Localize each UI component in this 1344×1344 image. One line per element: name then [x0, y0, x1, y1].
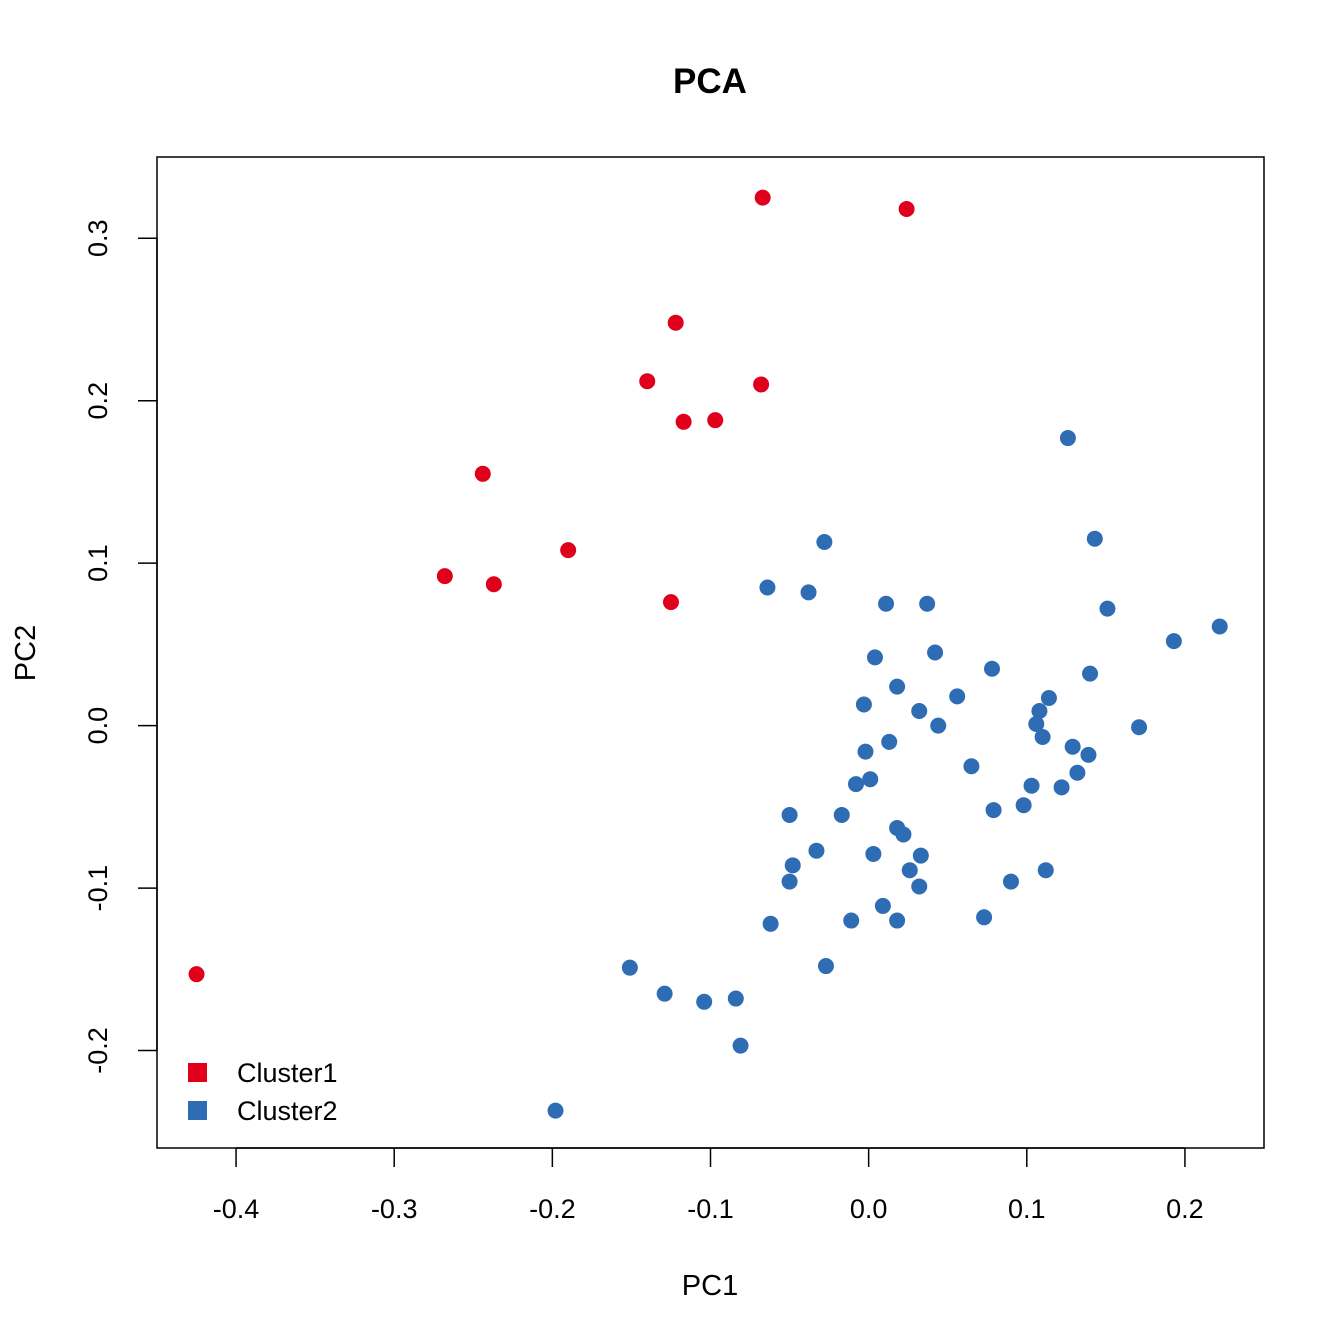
point-cluster2	[919, 595, 936, 612]
x-tick-label: -0.3	[371, 1194, 418, 1224]
point-cluster2	[1080, 746, 1097, 763]
point-cluster2	[881, 733, 898, 750]
point-cluster2	[1023, 777, 1040, 794]
point-cluster2	[1028, 715, 1045, 732]
point-cluster1	[662, 594, 679, 611]
point-cluster1	[675, 413, 692, 430]
point-cluster2	[865, 845, 882, 862]
point-cluster2	[889, 678, 906, 695]
point-cluster2	[963, 758, 980, 775]
point-cluster2	[976, 909, 993, 926]
point-cluster2	[808, 842, 825, 859]
y-axis-title: PC2	[10, 625, 42, 681]
point-cluster2	[759, 579, 776, 596]
y-tick-label: 0.2	[83, 382, 113, 420]
point-cluster2	[1002, 873, 1019, 890]
point-cluster1	[753, 376, 770, 393]
point-cluster2	[1082, 665, 1099, 682]
point-cluster2	[874, 897, 891, 914]
point-cluster2	[930, 717, 947, 734]
legend-swatch-cluster2	[188, 1101, 207, 1120]
point-cluster2	[847, 776, 864, 793]
point-cluster2	[901, 862, 918, 879]
y-tick-label: 0.1	[83, 544, 113, 582]
x-tick-label: 0.0	[850, 1194, 888, 1224]
point-cluster2	[949, 688, 966, 705]
point-cluster2	[911, 702, 928, 719]
point-cluster2	[781, 873, 798, 890]
point-cluster2	[889, 912, 906, 929]
point-cluster1	[474, 465, 491, 482]
point-cluster2	[696, 993, 713, 1010]
point-cluster2	[1099, 600, 1116, 617]
point-cluster1	[667, 314, 684, 331]
point-cluster2	[911, 878, 928, 895]
point-cluster2	[817, 958, 834, 975]
legend: Cluster1 Cluster2	[188, 1058, 338, 1126]
point-cluster1	[485, 576, 502, 593]
x-tick-label: 0.2	[1166, 1194, 1204, 1224]
point-cluster2	[855, 696, 872, 713]
x-tick-label: -0.2	[529, 1194, 576, 1224]
chart-title: PCA	[673, 62, 747, 101]
point-cluster2	[816, 534, 833, 551]
point-cluster2	[727, 990, 744, 1007]
x-tick-label: 0.1	[1008, 1194, 1046, 1224]
point-cluster2	[866, 649, 883, 666]
legend-swatch-cluster1	[188, 1063, 207, 1082]
point-cluster2	[878, 595, 895, 612]
point-cluster2	[1031, 702, 1048, 719]
point-cluster2	[1131, 719, 1148, 736]
point-cluster2	[781, 806, 798, 823]
y-tick-label: -0.1	[83, 865, 113, 912]
point-cluster1	[560, 542, 577, 559]
point-cluster2	[1069, 764, 1086, 781]
x-tick-label: -0.1	[687, 1194, 734, 1224]
point-cluster2	[1053, 779, 1070, 796]
y-axis: -0.2 -0.1 0.0 0.1 0.2 0.3	[83, 219, 158, 1074]
point-cluster1	[188, 966, 205, 983]
y-tick-label: -0.2	[83, 1027, 113, 1074]
point-cluster2	[656, 985, 673, 1002]
point-cluster2	[1037, 862, 1054, 879]
point-cluster2	[985, 802, 1002, 819]
x-axis-title: PC1	[682, 1270, 738, 1302]
point-cluster2	[1086, 530, 1103, 547]
y-tick-label: 0.3	[83, 219, 113, 257]
point-cluster2	[833, 806, 850, 823]
point-cluster2	[732, 1037, 749, 1054]
point-cluster2	[912, 847, 929, 864]
point-cluster2	[1064, 738, 1081, 755]
point-cluster2	[784, 857, 801, 874]
point-cluster1	[898, 200, 915, 217]
point-cluster2	[927, 644, 944, 661]
point-cluster2	[621, 959, 638, 976]
point-cluster2	[1040, 689, 1057, 706]
point-cluster2	[862, 771, 879, 788]
point-cluster2	[800, 584, 817, 601]
point-cluster2	[1059, 430, 1076, 447]
point-cluster2	[547, 1102, 564, 1119]
point-cluster1	[707, 412, 724, 429]
point-cluster1	[754, 189, 771, 206]
legend-label-cluster2: Cluster2	[237, 1096, 338, 1126]
legend-label-cluster1: Cluster1	[237, 1058, 338, 1088]
point-cluster2	[857, 743, 874, 760]
point-cluster2	[1015, 797, 1032, 814]
y-tick-label: 0.0	[83, 707, 113, 745]
point-cluster2	[983, 660, 1000, 677]
point-cluster1	[639, 373, 656, 390]
point-cluster2	[895, 826, 912, 843]
x-tick-label: -0.4	[213, 1194, 260, 1224]
point-cluster2	[1211, 618, 1228, 635]
point-cluster2	[843, 912, 860, 929]
point-cluster2	[1034, 728, 1051, 745]
point-cluster1	[436, 568, 453, 585]
data-points	[188, 189, 1228, 1119]
point-cluster2	[762, 915, 779, 932]
point-cluster2	[1165, 633, 1182, 650]
x-axis: -0.4 -0.3 -0.2 -0.1 0.0 0.1 0.2	[213, 1147, 1204, 1224]
